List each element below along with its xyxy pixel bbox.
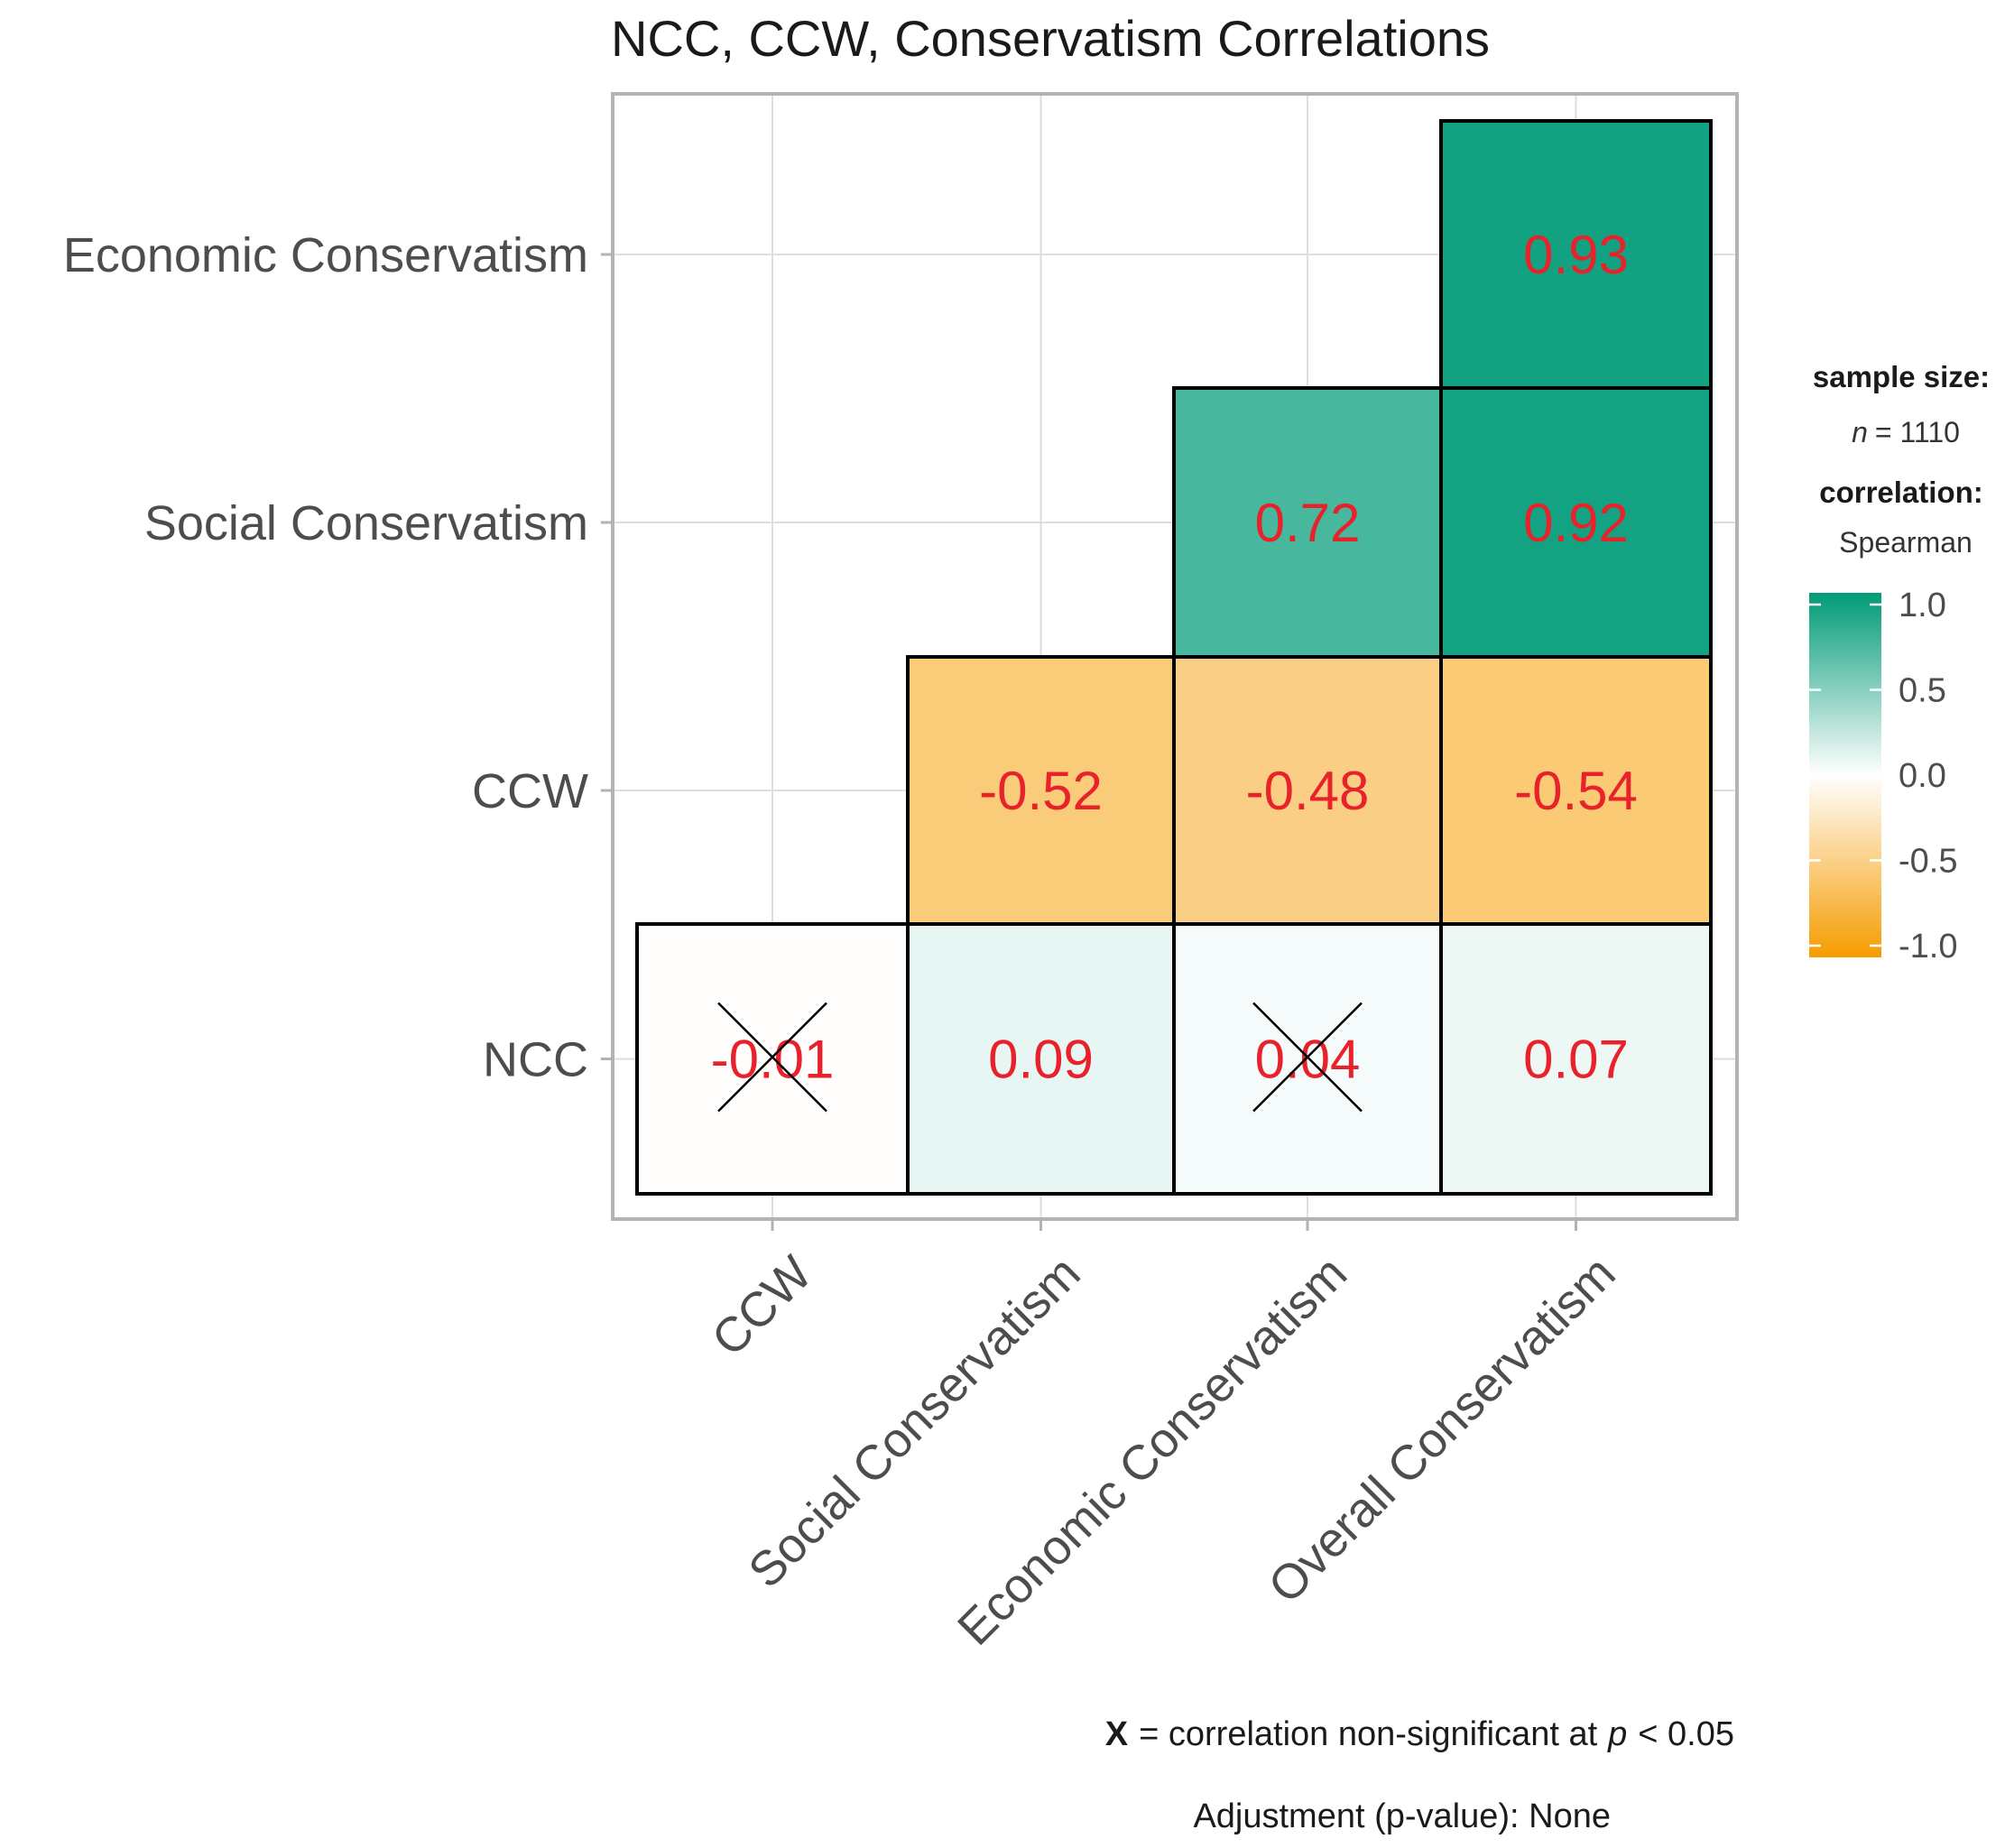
y-tick-label-economic-conservatism: Economic Conservatism — [63, 228, 588, 282]
legend-tick-0-0: 0.0 — [1809, 757, 1946, 795]
cell-label-ccw-social-conservatism: -0.52 — [979, 761, 1103, 821]
y-tick-label-ncc: NCC — [483, 1033, 588, 1087]
legend-ticks: 1.0 0.5 0.0 -0.5 -1.0 — [1809, 587, 1957, 966]
legend-correlation-type: Spearman — [1839, 526, 1973, 559]
caption-threshold: < 0.05 — [1638, 1715, 1734, 1753]
caption-p-symbol: p — [1607, 1715, 1627, 1753]
svg-text:0.0: 0.0 — [1899, 757, 1946, 795]
svg-text:1.0: 1.0 — [1899, 587, 1946, 624]
x-tick-label-ccw: CCW — [702, 1246, 823, 1367]
caption-line1-text: = correlation non-significant at — [1139, 1715, 1597, 1753]
svg-text:-0.5: -0.5 — [1899, 843, 1957, 881]
legend-n-symbol: n — [1852, 416, 1868, 448]
y-tick-label-social-conservatism: Social Conservatism — [144, 496, 588, 550]
cell-ccw-overall-conservatism — [1439, 655, 1713, 926]
legend: sample size: n = 1110 correlation: Spearm… — [1809, 360, 1990, 966]
caption-line1: X = correlation non-significant at p < 0.05 — [1105, 1715, 1734, 1753]
cell-social-conservatism-overall-conservatism — [1439, 386, 1713, 659]
legend-sample-size-heading: sample size: — [1813, 360, 1990, 393]
cell-label-economic-conservatism-overall-conservatism: 0.93 — [1523, 225, 1629, 285]
legend-correlation-heading: correlation: — [1819, 476, 1983, 509]
legend-tick-0-5: -0.5 — [1809, 843, 1957, 881]
legend-tick-1-0: 1.0 — [1809, 587, 1946, 624]
cell-label-social-conservatism-economic-conservatism: 0.72 — [1255, 493, 1361, 553]
y-tick-label-ccw: CCW — [472, 764, 588, 818]
cell-label-ncc-overall-conservatism: 0.07 — [1523, 1030, 1629, 1090]
y-axis: NCC CCW Social Conservatism Economic Conser… — [63, 228, 613, 1087]
heatmap-cells — [635, 119, 1713, 1196]
cell-label-ccw-economic-conservatism: -0.48 — [1246, 761, 1370, 821]
nonsignificant-x-ncc-economic-conservatism — [1252, 1002, 1363, 1113]
caption-x-mark: X — [1105, 1715, 1129, 1753]
caption: X = correlation non-significant at p < 0.05… — [1105, 1715, 1734, 1835]
svg-text:-1.0: -1.0 — [1899, 928, 1957, 966]
legend-tick-1-0: -1.0 — [1809, 928, 1957, 966]
cell-ncc-overall-conservatism — [1439, 922, 1713, 1196]
cell-label-ncc-social-conservatism: 0.09 — [988, 1030, 1094, 1090]
cell-label-ccw-overall-conservatism: -0.54 — [1514, 761, 1638, 821]
cell-social-conservatism-economic-conservatism — [1172, 386, 1443, 659]
cell-labels: -0.01 0.09 0.04 0.07 -0.52 -0.48 -0.54 0.72 0.92… — [711, 225, 1638, 1113]
cell-economic-conservatism-overall-conservatism — [1439, 119, 1713, 390]
cell-ncc-ccw — [635, 922, 910, 1196]
legend-sample-size: n = 1110 — [1852, 416, 1960, 448]
cell-ccw-social-conservatism — [906, 655, 1176, 926]
cell-label-social-conservatism-overall-conservatism: 0.92 — [1523, 493, 1629, 553]
chart-title: NCC, CCW, Conservatism Correlations — [611, 10, 1490, 67]
caption-line2: Adjustment (p-value): None — [1193, 1797, 1611, 1835]
legend-tick-0-5: 0.5 — [1809, 672, 1946, 710]
svg-text:0.5: 0.5 — [1899, 672, 1946, 710]
legend-colorbar — [1809, 593, 1881, 957]
cell-label-ncc-ccw: -0.01 — [711, 1030, 835, 1090]
cell-label-ncc-economic-conservatism: 0.04 — [1255, 1030, 1361, 1090]
nonsignificant-x-ncc-ccw — [717, 1002, 827, 1113]
legend-n-value: = 1110 — [1875, 416, 1960, 448]
